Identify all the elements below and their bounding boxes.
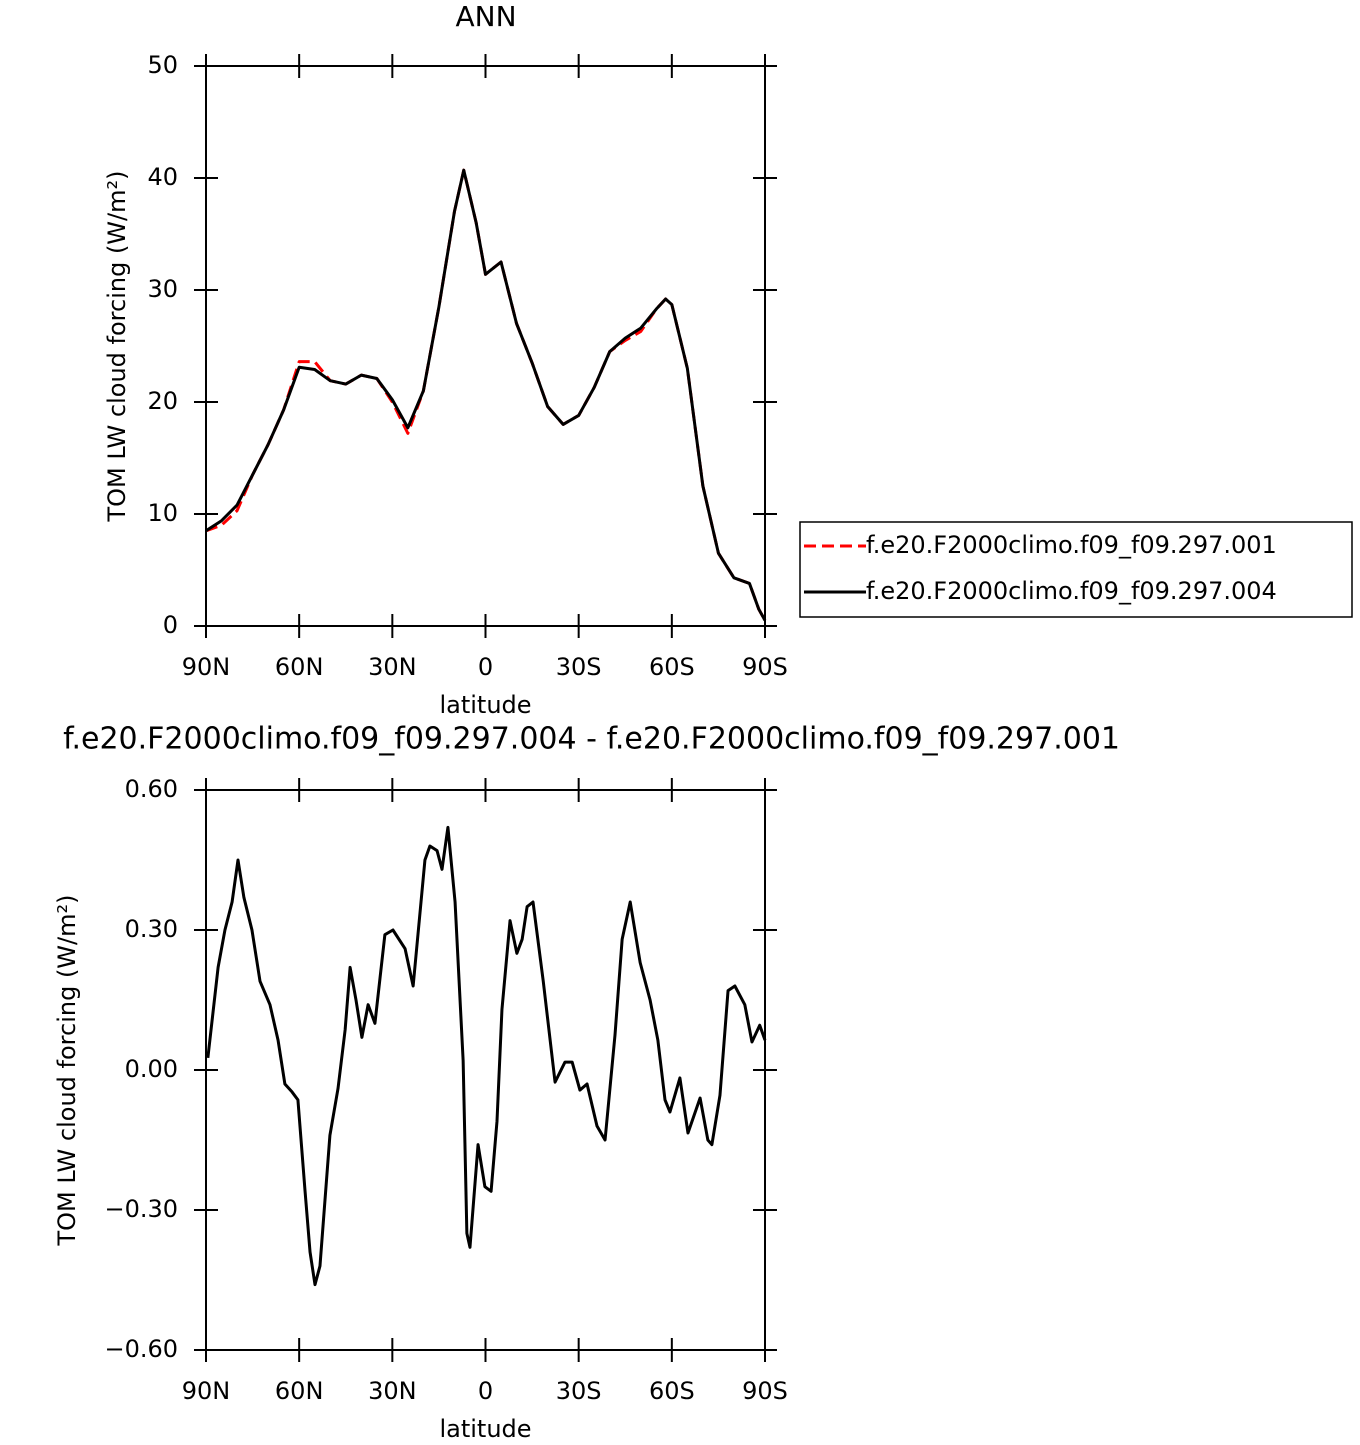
y-tick-label: 10 — [147, 499, 178, 527]
x-tick-label: 0 — [478, 1377, 493, 1405]
data-line — [206, 825, 767, 1287]
y-tick-label: 0.00 — [125, 1055, 178, 1083]
y-tick-label: −0.30 — [104, 1195, 178, 1223]
x-tick-label: 60S — [649, 1377, 695, 1405]
y-tick-label: 0.30 — [125, 915, 178, 943]
chart-title: ANN — [455, 0, 516, 33]
x-tick-label: 90N — [182, 1377, 231, 1405]
x-tick-label: 30S — [556, 653, 602, 681]
x-tick-label: 30N — [368, 1377, 417, 1405]
x-tick-label: 30S — [556, 1377, 602, 1405]
x-tick-label: 90S — [742, 1377, 788, 1405]
chart-title: f.e20.F2000climo.f09_f09.297.004 - f.e20… — [63, 722, 1120, 757]
x-tick-label: 0 — [478, 653, 493, 681]
legend-label: f.e20.F2000climo.f09_f09.297.004 — [866, 577, 1277, 605]
x-tick-label: 30N — [368, 653, 417, 681]
y-axis-label: TOM LW cloud forcing (W/m²) — [53, 895, 81, 1247]
legend-box — [799, 521, 1353, 618]
x-tick-label: 90S — [742, 653, 788, 681]
y-tick-label: 40 — [147, 163, 178, 191]
plot-frame — [205, 789, 766, 1351]
x-axis-label: latitude — [439, 1415, 531, 1443]
y-tick-label: 30 — [147, 275, 178, 303]
legend-label: f.e20.F2000climo.f09_f09.297.001 — [866, 531, 1277, 559]
data-line — [205, 168, 767, 622]
y-tick-label: −0.60 — [104, 1335, 178, 1363]
plot-frame — [205, 65, 766, 627]
x-tick-label: 60S — [649, 653, 695, 681]
y-tick-label: 0 — [163, 611, 178, 639]
y-tick-label: 50 — [147, 51, 178, 79]
y-tick-label: 0.60 — [125, 775, 178, 803]
x-tick-label: 60N — [275, 1377, 324, 1405]
y-axis-label: TOM LW cloud forcing (W/m²) — [103, 171, 131, 523]
x-tick-label: 90N — [182, 653, 231, 681]
y-tick-label: 20 — [147, 387, 178, 415]
x-tick-label: 60N — [275, 653, 324, 681]
x-axis-label: latitude — [439, 691, 531, 719]
